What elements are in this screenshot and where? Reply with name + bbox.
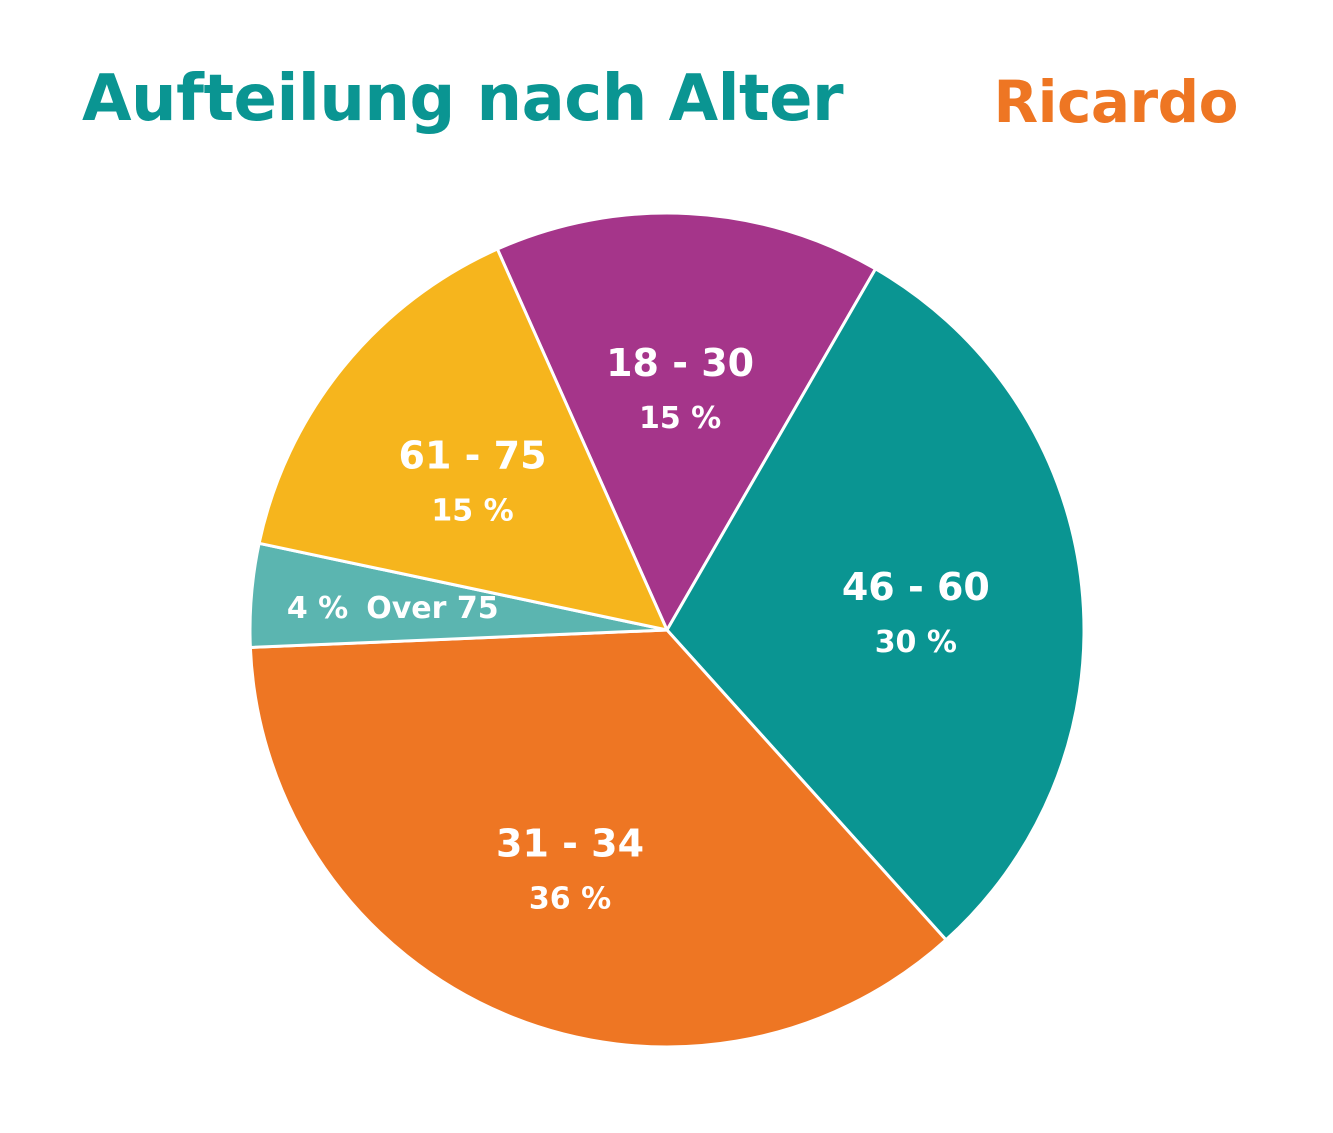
pie-slice-61-75 [257,247,669,632]
pie-value-label-31-34: 36 % [529,882,611,917]
pie-category-label: Over 75 [366,591,498,626]
pie-value-label: 4 % [287,591,348,626]
brand-logo: Ricardo [993,68,1238,136]
pie-category-label-18-30: 18 - 30 [606,341,754,385]
pie-slice-46-60 [665,267,1086,942]
pie-value-label-61-75: 15 % [431,494,513,529]
pie-slice-18-30 [495,211,877,632]
pie-labels: 18 - 30 15 % 46 - 60 30 % 31 - 34 36 % 4 % Over… [287,341,990,917]
pie-slice-31-34 [248,628,948,1049]
pie-value-label-18-30: 15 % [639,401,721,436]
pie-value-label-46-60: 30 % [875,625,957,660]
chart-title: Aufteilung nach Alter [82,62,844,136]
pie-slices [248,211,1086,1049]
pie-category-label-46-60: 46 - 60 [842,565,990,609]
pie-category-label-31-34: 31 - 34 [496,822,644,866]
pie-category-label-61-75: 61 - 75 [399,434,547,478]
pie-label-over-75: 4 % Over 75 [287,591,499,626]
